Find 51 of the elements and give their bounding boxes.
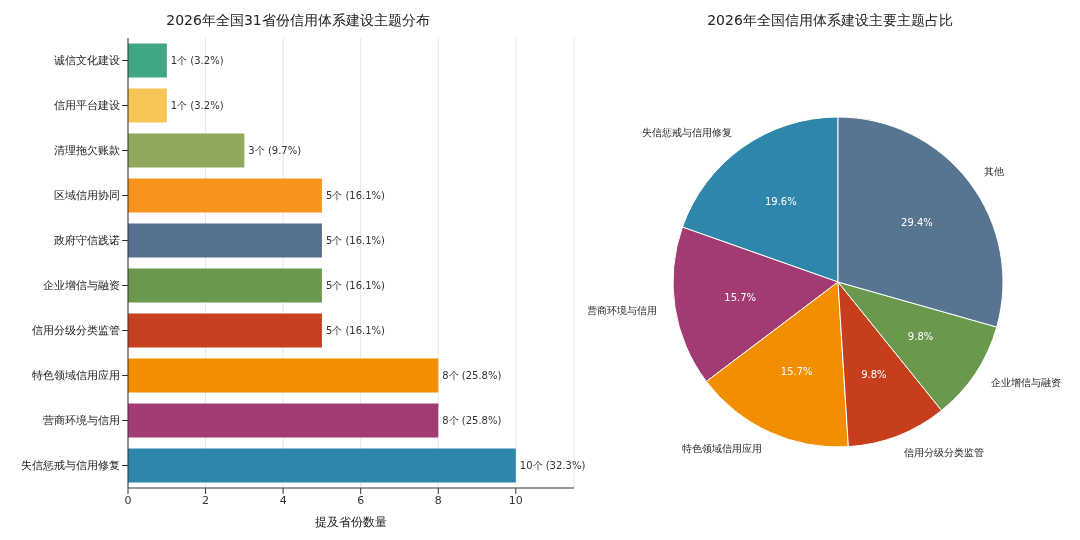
bar xyxy=(128,313,322,348)
y-tick-label: 特色领域信用应用 xyxy=(32,369,120,383)
bar xyxy=(128,448,516,483)
data-label: 9.8% xyxy=(907,331,934,343)
y-tick-label: 信用分级分类监管 xyxy=(32,324,120,338)
data-label: 15.7% xyxy=(724,291,757,303)
bar xyxy=(128,403,439,438)
slice-label: 营商环境与信用 xyxy=(587,304,658,316)
data-label: 15.7% xyxy=(780,366,813,378)
bar xyxy=(128,268,322,303)
x-tick-label: 4 xyxy=(279,493,287,507)
y-tick-label: 信用平台建设 xyxy=(54,99,120,113)
y-tick-label: 企业增信与融资 xyxy=(43,279,120,293)
data-label: 9.8% xyxy=(861,368,887,380)
bar xyxy=(128,88,167,123)
y-tick-label: 政府守信践诺 xyxy=(54,234,120,248)
chart-title: 2026年全国信用体系建设主要主题占比 xyxy=(706,11,954,30)
data-label: 3个 (9.7%) xyxy=(248,144,302,156)
data-label: 5个 (16.1%) xyxy=(325,234,386,246)
data-label: 29.4% xyxy=(901,216,933,228)
bar xyxy=(128,178,322,213)
bar xyxy=(128,358,439,393)
slice-label: 企业增信与融资 xyxy=(990,377,1061,389)
slice-label: 特色领域信用应用 xyxy=(681,442,762,454)
data-label: 8个 (25.8%) xyxy=(442,414,502,426)
chart-title: 2026年全国31省份信用体系建设主题分布 xyxy=(165,11,431,30)
y-tick-label: 清理拖欠账款 xyxy=(54,144,120,158)
y-tick-label: 诚信文化建设 xyxy=(54,54,120,68)
x-tick-label: 8 xyxy=(434,493,442,507)
bar xyxy=(128,133,245,168)
x-axis-title: 提及省份数量 xyxy=(315,515,387,529)
data-label: 5个 (16.1%) xyxy=(325,279,386,291)
slice-label: 其他 xyxy=(984,166,1004,178)
x-tick-label: 10 xyxy=(508,493,523,507)
data-label: 8个 (25.8%) xyxy=(442,369,502,381)
data-label: 5个 (16.1%) xyxy=(325,189,386,201)
x-tick-label: 2 xyxy=(202,493,210,507)
x-tick-label: 0 xyxy=(124,493,132,507)
y-tick-label: 失信惩戒与信用修复 xyxy=(21,459,120,473)
data-label: 1个 (3.2%) xyxy=(170,54,224,66)
slice-label: 信用分级分类监管 xyxy=(904,447,985,459)
bar xyxy=(128,223,322,258)
x-tick-label: 6 xyxy=(357,493,365,507)
data-label: 5个 (16.1%) xyxy=(325,324,386,336)
slice-label: 失信惩戒与信用修复 xyxy=(642,127,733,139)
data-label: 19.6% xyxy=(764,195,797,207)
data-label: 1个 (3.2%) xyxy=(170,99,224,111)
y-tick-label: 区域信用协同 xyxy=(54,189,120,203)
y-tick-label: 营商环境与信用 xyxy=(43,414,120,428)
bar xyxy=(128,43,167,78)
data-label: 10个 (32.3%) xyxy=(519,459,586,471)
